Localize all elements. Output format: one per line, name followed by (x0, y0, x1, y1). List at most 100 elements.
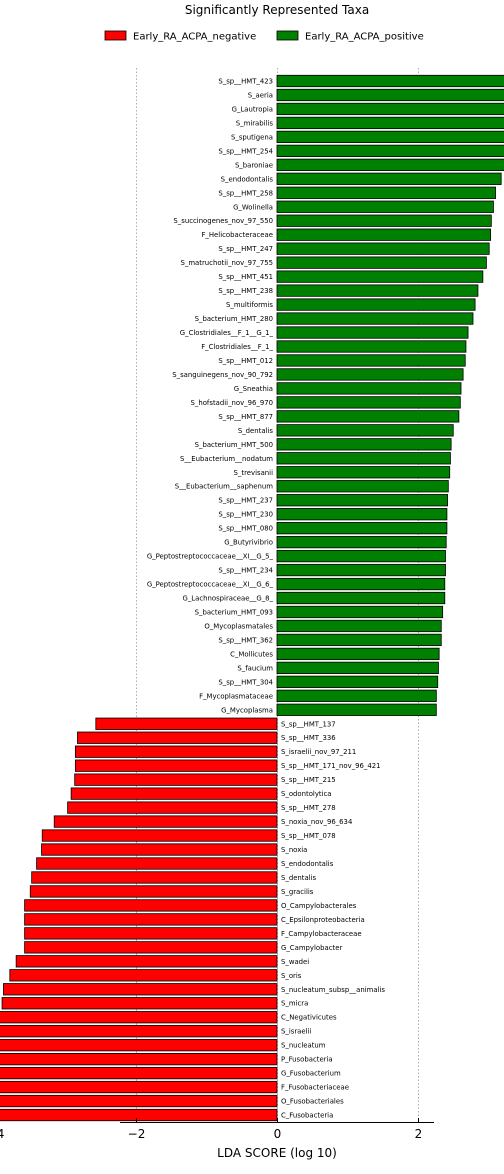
bar-label-66: S_micra (281, 1000, 308, 1008)
legend-swatch-1 (276, 30, 299, 41)
bar-0 (276, 74, 504, 88)
bar-label-33: G_Butyrivibrio (224, 539, 273, 547)
bar-31 (276, 508, 448, 521)
bar-label-65: S_nucleatum_subsp__animalis (281, 986, 385, 994)
bar-46 (95, 717, 278, 730)
bar-label-40: S_sp__HMT_362 (218, 636, 273, 644)
bar-44 (276, 689, 437, 702)
bar-6 (276, 158, 504, 171)
bar-label-71: G_Fusobacterium (281, 1070, 341, 1078)
bar-8 (276, 186, 496, 199)
bar-45 (276, 703, 437, 716)
bar-label-14: S_sp__HMT_451 (218, 273, 273, 281)
bar-label-47: S_sp__HMT_336 (281, 734, 336, 742)
bar-label-38: S_bacterium_HMT_093 (195, 608, 273, 616)
bar-label-5: S_sp__HMT_254 (218, 147, 273, 155)
bar-23 (276, 396, 461, 409)
bar-label-4: S_sputigena (231, 133, 273, 141)
x-axis: −4−2024 (0, 1118, 434, 1141)
bar-label-9: G_Wolinella (233, 203, 273, 211)
bar-50 (74, 773, 278, 786)
x-tick-label-1: −2 (128, 1127, 146, 1141)
bar-label-73: O_Fusobacteriales (281, 1098, 344, 1106)
bar-label-64: S_oris (281, 972, 302, 980)
legend-label-1: Early_RA_ACPA_positive (305, 32, 424, 43)
bar-47 (77, 731, 278, 744)
bar-43 (276, 675, 439, 688)
bar-61 (24, 927, 278, 940)
bar-label-34: G_Peptostreptococcaceae__XI__G_5_ (147, 553, 274, 561)
x-tick-label-3: 2 (415, 1127, 423, 1141)
bar-label-67: C_Negativicutes (281, 1014, 337, 1022)
bar-label-28: S_trevisanii (234, 469, 274, 477)
bar-label-6: S_baroniae (235, 161, 273, 169)
bar-7 (276, 172, 502, 185)
bar-label-15: S_sp__HMT_238 (218, 287, 273, 295)
bar-57 (31, 871, 278, 884)
bar-label-44: F_Mycoplasmataceae (199, 692, 273, 700)
bar-label-59: O_Campylobacterales (281, 902, 357, 910)
bar-68 (0, 1025, 278, 1038)
bar-labels-group: S_sp__HMT_423 S_aeria G_Lautropia S_mirabil… (147, 78, 386, 1120)
bar-52 (67, 801, 278, 814)
bar-21 (276, 368, 464, 381)
bar-label-61: F_Campylobacteraceae (281, 930, 362, 938)
bar-3 (276, 116, 504, 130)
bar-38 (276, 605, 444, 619)
bar-label-1: S_aeria (248, 91, 273, 99)
bar-73 (0, 1094, 278, 1108)
bar-label-42: S_faucium (237, 664, 273, 672)
bar-label-12: S_sp__HMT_247 (218, 245, 273, 253)
bar-label-39: O_Mycoplasmatales (204, 622, 273, 630)
bar-32 (276, 522, 448, 535)
bar-33 (276, 535, 447, 549)
bar-label-37: G_Lachnospiraceae__G_8_ (182, 595, 273, 603)
chart-legend: Early_RA_ACPA_negative Early_RA_ACPA_posi… (104, 30, 424, 43)
bar-label-29: S__Eubacterium__saphenum (175, 483, 274, 491)
bar-19 (276, 340, 467, 353)
bar-13 (276, 256, 487, 269)
bar-55 (41, 843, 278, 856)
bar-27 (276, 452, 451, 465)
legend-swatch-0 (104, 30, 127, 41)
bar-48 (74, 745, 278, 758)
bar-56 (36, 857, 278, 870)
bar-label-57: S_dentalis (281, 874, 317, 882)
bar-label-45: G_Mycoplasma (221, 706, 273, 714)
bar-5 (276, 144, 504, 157)
bar-51 (70, 787, 278, 800)
bar-label-53: S_noxia_nov_96_634 (281, 818, 352, 826)
bar-label-55: S_noxia (281, 846, 307, 854)
bar-4 (276, 130, 504, 144)
bar-37 (276, 591, 446, 605)
bar-label-54: S_sp__HMT_078 (281, 832, 336, 840)
bar-2 (276, 102, 504, 116)
bar-35 (276, 563, 446, 577)
bar-label-21: S_sanguinegens_nov_90_792 (172, 371, 273, 379)
bar-label-74: C_Fusobacteria (281, 1112, 333, 1120)
bar-30 (276, 494, 449, 507)
bar-53 (53, 815, 278, 828)
bar-label-41: C_Mollicutes (230, 650, 273, 658)
bar-label-63: S_wadei (281, 958, 309, 966)
legend-label-0: Early_RA_ACPA_negative (133, 32, 256, 43)
bar-34 (276, 549, 446, 563)
bar-49 (74, 759, 278, 772)
bar-64 (9, 969, 278, 982)
bar-22 (276, 382, 462, 395)
chart-title: Significantly Represented Taxa (185, 3, 369, 17)
bar-label-72: F_Fusobacteriaceae (281, 1084, 349, 1092)
bar-69 (0, 1039, 278, 1052)
bar-label-43: S_sp__HMT_304 (218, 678, 273, 686)
bar-label-13: S_matruchotii_nov_97_755 (181, 259, 273, 267)
bar-label-11: F_Helicobacteraceae (201, 231, 273, 239)
x-tick-label-2: 0 (274, 1127, 282, 1141)
bar-label-27: S__Eubacterium__nodatum (180, 455, 273, 463)
bar-label-52: S_sp__HMT_278 (281, 804, 336, 812)
bar-10 (276, 214, 492, 227)
bar-label-8: S_sp__HMT_258 (218, 189, 273, 197)
bar-20 (276, 354, 466, 367)
bar-label-58: S_gracilis (281, 888, 314, 896)
bar-label-2: G_Lautropia (232, 105, 273, 113)
